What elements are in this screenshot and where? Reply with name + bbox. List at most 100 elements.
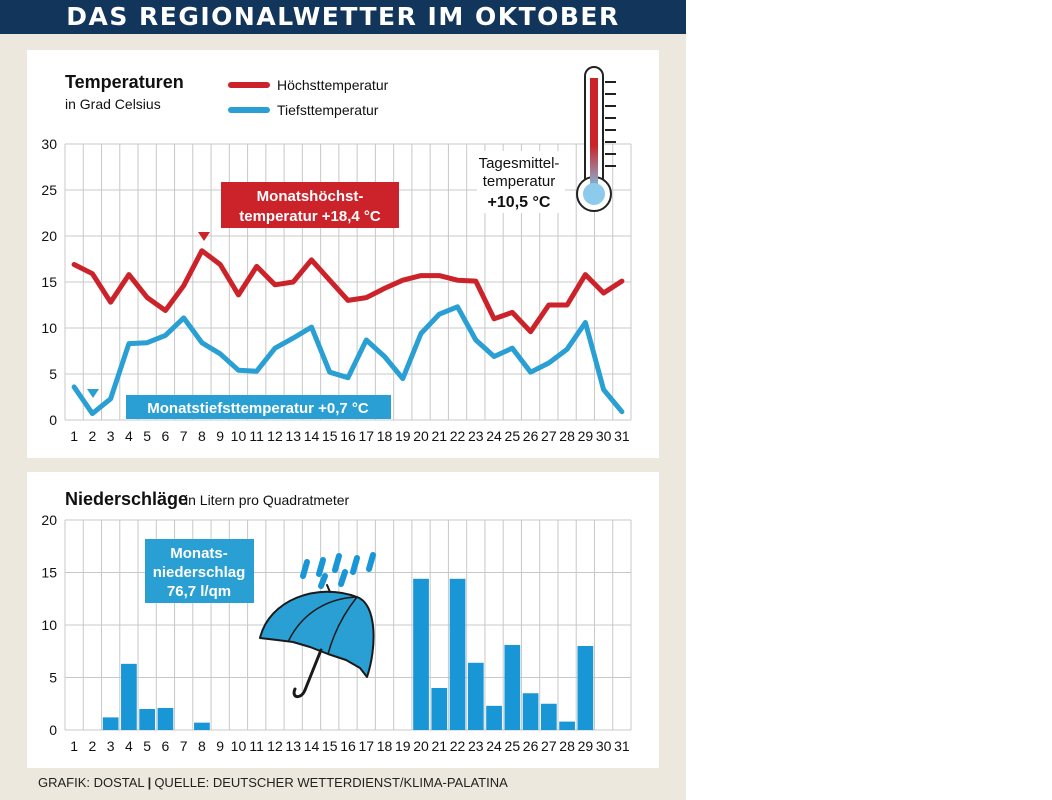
precipitation-bar (559, 721, 575, 730)
precipitation-bar (577, 646, 594, 730)
x-tick-label: 16 (340, 738, 356, 754)
rain-total-box (145, 539, 254, 603)
x-tick-label: 3 (107, 428, 115, 444)
x-tick-label: 14 (304, 738, 320, 754)
precipitation-subtitle: in Litern pro Quadratmeter (185, 492, 350, 508)
y-tick-label: 20 (41, 512, 57, 528)
x-tick-label: 21 (432, 738, 448, 754)
x-tick-label: 9 (216, 428, 224, 444)
x-tick-label: 26 (523, 428, 539, 444)
x-tick-label: 17 (358, 428, 374, 444)
precipitation-chart: Niederschläge in Litern pro Quadratmeter… (41, 489, 632, 754)
x-tick-label: 9 (216, 738, 224, 754)
x-tick-label: 1 (70, 738, 78, 754)
precipitation-bar (467, 662, 484, 730)
temperature-title: Temperaturen (65, 72, 184, 92)
footer-credit: GRAFIK: DOSTAL (38, 775, 145, 790)
legend-high-label: Höchsttemperatur (277, 77, 389, 93)
x-tick-label: 5 (143, 738, 151, 754)
x-tick-label: 25 (505, 738, 521, 754)
temperature-x-axis: 1 2 3 4 5 6 7 8 9 10 11 12 13 14 15 16 17 18 19 20 21 22 23 24 2… (70, 428, 630, 444)
x-tick-label: 30 (596, 738, 612, 754)
x-tick-label: 2 (88, 428, 96, 444)
x-tick-label: 6 (162, 428, 170, 444)
x-tick-label: 16 (340, 428, 356, 444)
x-tick-label: 27 (541, 428, 557, 444)
x-tick-label: 22 (450, 428, 466, 444)
x-tick-label: 11 (249, 428, 264, 444)
precipitation-x-axis: 1 2 3 4 5 6 7 8 9 10 11 12 13 14 15 16 17 18 19 20 21 22 23 24 2… (70, 738, 630, 754)
mean-temp-line1: Tagesmittel- (479, 155, 560, 172)
page-title: DAS REGIONALWETTER IM OKTOBER (0, 0, 686, 34)
x-tick-label: 1 (70, 428, 78, 444)
min-temp-box (126, 395, 391, 419)
umbrella-rain-icon (259, 552, 376, 699)
precipitation-panel: Niederschläge in Litern pro Quadratmeter… (27, 472, 659, 768)
precipitation-bars (102, 578, 594, 730)
precipitation-bar (121, 663, 137, 730)
legend-low-label: Tiefsttemperatur (277, 102, 379, 118)
x-tick-label: 18 (377, 738, 393, 754)
y-tick-label: 10 (41, 320, 57, 336)
x-tick-label: 2 (88, 738, 96, 754)
max-temp-box (221, 182, 399, 228)
x-tick-label: 29 (578, 738, 594, 754)
x-tick-label: 25 (505, 428, 521, 444)
y-tick-label: 5 (49, 366, 57, 382)
precipitation-bar (504, 644, 521, 730)
x-tick-label: 23 (468, 428, 484, 444)
y-tick-label: 20 (41, 228, 57, 244)
precipitation-bar (102, 717, 119, 730)
x-tick-label: 3 (107, 738, 115, 754)
low-temperature-line (71, 304, 625, 417)
precipitation-grid (64, 519, 632, 731)
temperature-subtitle: in Grad Celsius (65, 96, 161, 112)
max-temp-line1: Monatshöchst- (257, 188, 364, 205)
y-tick-label: 5 (49, 670, 57, 686)
x-tick-label: 17 (358, 738, 374, 754)
precipitation-title: Niederschläge (65, 489, 188, 509)
min-temp-label: Monatstiefsttemperatur +0,7 °C (147, 400, 369, 417)
x-tick-label: 22 (450, 738, 466, 754)
precipitation-bar (194, 722, 210, 730)
temperature-y-axis: 0 5 10 15 20 25 30 (41, 136, 57, 428)
mean-temp-line2: temperatur (483, 173, 556, 190)
y-tick-label: 15 (41, 565, 57, 581)
precipitation-bar (522, 693, 539, 730)
footer-source: QUELLE: DEUTSCHER WETTERDIENST/KLIMA-PAL… (154, 775, 508, 790)
x-tick-label: 21 (432, 428, 448, 444)
y-tick-label: 0 (49, 722, 57, 738)
y-tick-label: 0 (49, 412, 57, 428)
precipitation-bar (413, 578, 429, 730)
y-tick-label: 10 (41, 617, 57, 633)
precipitation-bar (540, 703, 557, 730)
x-tick-label: 8 (198, 738, 206, 754)
rain-total-line1: Monats- (170, 545, 228, 562)
x-tick-label: 28 (559, 428, 575, 444)
precipitation-bar (431, 688, 448, 730)
mean-temp-bg (477, 151, 565, 213)
x-tick-label: 4 (125, 738, 133, 754)
x-tick-label: 24 (486, 428, 502, 444)
x-tick-label: 26 (523, 738, 539, 754)
precipitation-y-axis: 0 5 10 15 20 (41, 512, 57, 738)
y-tick-label: 15 (41, 274, 57, 290)
x-tick-label: 29 (578, 428, 594, 444)
x-tick-label: 12 (267, 428, 283, 444)
triangle-marker-icon (198, 232, 210, 241)
x-tick-label: 27 (541, 738, 557, 754)
x-tick-label: 15 (322, 428, 338, 444)
x-tick-label: 20 (413, 738, 429, 754)
y-tick-label: 30 (41, 136, 57, 152)
x-tick-label: 14 (304, 428, 320, 444)
x-tick-label: 19 (395, 428, 411, 444)
x-tick-label: 10 (231, 428, 247, 444)
x-tick-label: 13 (285, 428, 301, 444)
x-tick-label: 7 (180, 428, 188, 444)
max-temp-line2: temperatur +18,4 °C (239, 208, 381, 225)
temperature-lines (71, 248, 625, 417)
y-tick-label: 25 (41, 182, 57, 198)
thermometer-icon (576, 66, 616, 212)
x-tick-label: 13 (285, 738, 301, 754)
x-tick-label: 8 (198, 428, 206, 444)
